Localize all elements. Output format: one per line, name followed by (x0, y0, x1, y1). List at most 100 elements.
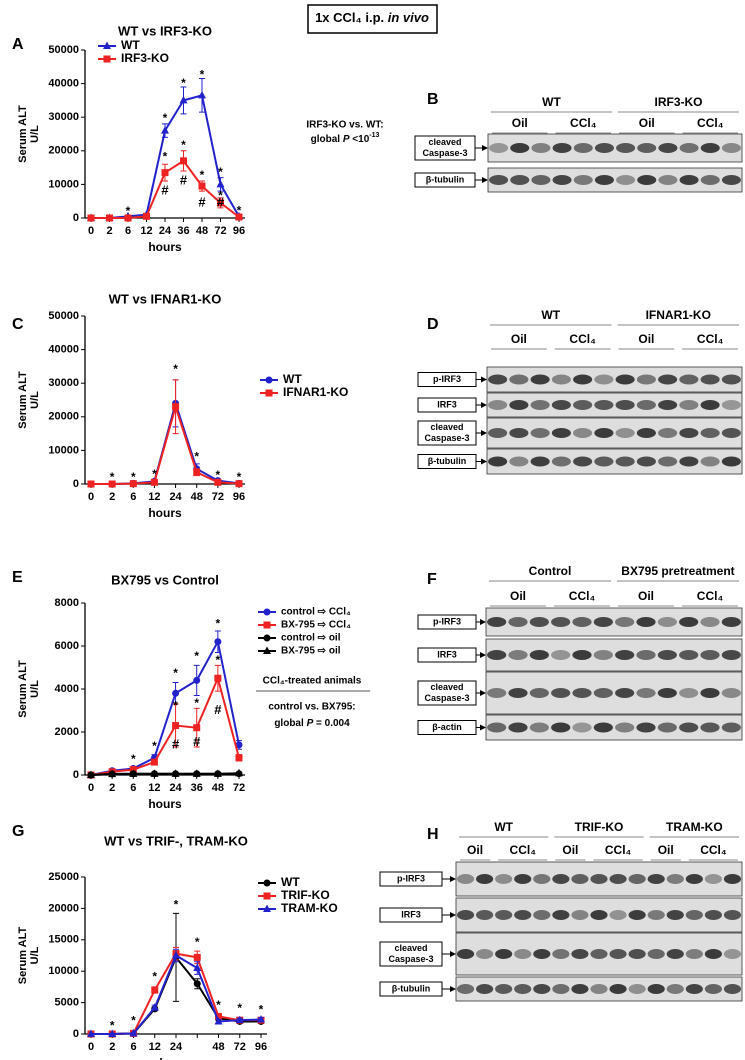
blot-band (533, 910, 551, 920)
blot-band (647, 984, 665, 994)
arrow-head (450, 951, 456, 957)
legend-label: TRIF-KO (281, 888, 330, 902)
blot-band (636, 617, 656, 627)
blot-band (700, 175, 720, 185)
blot-band (594, 374, 614, 385)
lane-label: Oil (511, 332, 527, 346)
y-tick-label: 50000 (48, 310, 79, 322)
y-tick-label: 50000 (48, 44, 79, 56)
blot-band (609, 984, 627, 994)
arrow-head (480, 652, 486, 658)
blot-band (514, 910, 532, 920)
annotation: * (110, 1019, 115, 1033)
blot-band (514, 949, 532, 959)
annotation: # (193, 734, 201, 749)
marker (150, 758, 158, 766)
blot-band (593, 650, 613, 660)
protein-label: Caspase-3 (424, 433, 469, 443)
figure-title: 1x CCl₄ i.p. in vivo (315, 10, 429, 25)
panel-letter: D (427, 316, 439, 333)
legend-marker (103, 55, 111, 63)
group-label: WT (542, 95, 561, 109)
blot-band (552, 143, 572, 153)
protein-label: p-IRF3 (397, 873, 425, 883)
blot-band (647, 949, 665, 959)
chart-title: WT vs IFNAR1-KO (109, 291, 222, 306)
annotation: * (218, 165, 223, 179)
blot-strip (485, 638, 743, 672)
marker (217, 199, 224, 207)
blot-band (704, 874, 722, 884)
annotation: * (163, 150, 168, 164)
stat-note: global P = 0.004 (274, 718, 350, 729)
blot-band (721, 617, 741, 627)
blot-band (488, 456, 508, 467)
blot-band (530, 400, 550, 410)
blot-band (509, 374, 529, 385)
annotation: * (200, 67, 205, 81)
blot-band (573, 374, 593, 385)
stat-note: IRF3-KO vs. WT: (306, 120, 383, 131)
blot-band (657, 722, 677, 733)
blot-band (495, 910, 513, 920)
blot-band (529, 650, 549, 660)
legend-marker (265, 376, 273, 384)
protein-label: cleaved (430, 422, 463, 432)
x-tick-label: 2 (109, 782, 115, 794)
annotation: * (152, 739, 157, 753)
annotation: * (163, 111, 168, 125)
protein-label: Caspase-3 (388, 954, 433, 964)
blot-band (658, 456, 678, 467)
y-axis-label: Serum ALT (17, 105, 29, 163)
note-part: global (311, 134, 343, 145)
blot-band (495, 874, 513, 884)
note-part: global (274, 718, 306, 729)
y-axis-label: Serum ALT (17, 660, 29, 718)
marker (198, 90, 206, 99)
legend-marker (263, 621, 271, 629)
marker (108, 480, 116, 488)
marker (213, 769, 222, 777)
marker (193, 468, 201, 476)
y-tick-label: 30000 (48, 377, 79, 389)
x-tick-label: 2 (106, 225, 112, 237)
blot-strip (485, 714, 743, 741)
series-line (90, 675, 240, 776)
blot-band (571, 949, 589, 959)
annotation: * (194, 696, 199, 710)
y-axis-label: U/L (29, 946, 41, 964)
arrow-head (482, 177, 488, 183)
blot-band (551, 456, 571, 467)
blot-band (658, 374, 678, 385)
blot-band (573, 456, 593, 467)
blot-band (636, 650, 656, 660)
blot-strip (486, 448, 743, 475)
arrow-head (450, 986, 456, 992)
arrow-head (481, 376, 487, 383)
blot-band (551, 617, 571, 627)
marker (235, 754, 243, 762)
blot-band (551, 428, 571, 438)
note-part: P (343, 134, 350, 145)
annotation: * (173, 666, 178, 680)
blot-band (721, 143, 741, 153)
blot-band (594, 400, 614, 410)
panel-letter: A (12, 36, 24, 53)
annotation: # (161, 183, 169, 198)
legend-marker (263, 608, 271, 616)
x-tick-label: 2 (109, 1041, 115, 1053)
annotation: * (200, 168, 205, 182)
marker (150, 478, 158, 486)
blot-band (637, 143, 657, 153)
group-label: BX795 pretreatment (621, 564, 734, 578)
marker (172, 951, 180, 959)
blot-band (609, 874, 627, 884)
blot-band (658, 400, 678, 410)
blot-band (552, 874, 570, 884)
blot-band (679, 688, 699, 698)
blot-strip (487, 167, 743, 193)
lane-label: CCl₄ (570, 116, 597, 130)
blot-band (636, 400, 656, 410)
legend-label: IRF3-KO (121, 51, 169, 65)
y-tick-label: 10000 (48, 178, 79, 190)
